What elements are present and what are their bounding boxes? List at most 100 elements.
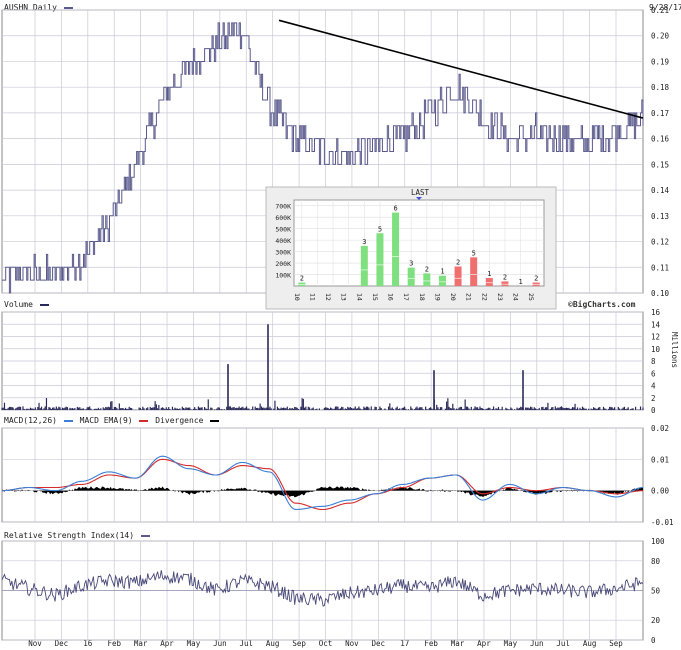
volume-y-tick-label: 4	[651, 382, 656, 391]
vbp-data-label: 2	[300, 275, 304, 283]
vbp-bar	[298, 282, 306, 286]
rsi-y-tick-label: 80	[651, 557, 661, 566]
divergence-label: Divergence	[155, 416, 204, 425]
x-tick-label: Apr	[160, 639, 174, 648]
x-tick-label: Sep	[292, 639, 306, 648]
x-tick-label: Nov	[345, 639, 359, 648]
vbp-data-label: 5	[378, 225, 382, 233]
vbp-data-label: 1	[440, 268, 444, 276]
macd-y-tick-label: 0.00	[651, 487, 670, 496]
vbp-y-tick-label: 500K	[275, 226, 291, 234]
vbp-y-tick-label: 700K	[275, 203, 291, 211]
chart-date: 9/28/17	[649, 3, 681, 12]
vbp-x-tick-label: 24	[512, 293, 520, 301]
vbp-title: LAST	[411, 188, 430, 197]
vbp-bar	[376, 233, 384, 286]
vbp-x-tick-label: 13	[340, 293, 348, 301]
vbp-bar	[360, 245, 368, 286]
vbp-x-tick-label: 17	[402, 293, 410, 301]
rsi-y-tick-label: 0	[651, 636, 656, 645]
vbp-x-tick-label: 14	[355, 293, 363, 301]
vbp-x-tick-label: 19	[433, 293, 441, 301]
vbp-data-label: 2	[425, 265, 429, 273]
macd-legend-swatch	[63, 419, 73, 422]
vbp-bar	[438, 275, 446, 286]
vbp-data-label: 2	[534, 275, 538, 283]
macd-y-tick-label: -0.01	[651, 518, 674, 527]
x-tick-label: Jun	[530, 639, 544, 648]
rsi-y-tick-label: 50	[651, 587, 661, 596]
price-y-tick-label: 0.17	[651, 109, 669, 118]
rsi-legend-swatch	[140, 534, 150, 537]
vbp-data-label: 1	[518, 278, 522, 286]
price-y-tick-label: 0.11	[651, 263, 669, 272]
x-tick-label: Dec	[55, 639, 69, 648]
volume-units-label: Millions	[670, 332, 679, 368]
price-y-tick-label: 0.21	[651, 6, 669, 15]
vbp-y-tick-label: 300K	[275, 249, 291, 257]
vbp-x-tick-label: 25	[527, 293, 535, 301]
price-y-tick-label: 0.16	[651, 135, 670, 144]
volume-y-tick-label: 12	[651, 333, 660, 342]
vbp-bar	[485, 277, 493, 286]
vbp-y-tick-label: 600K	[275, 214, 291, 222]
volume-title: Volume	[4, 300, 51, 309]
x-tick-label: Aug	[266, 639, 280, 648]
x-tick-label: Mar	[134, 639, 148, 648]
volume-y-tick-label: 14	[651, 320, 661, 329]
price-y-tick-label: 0.19	[651, 57, 669, 66]
macd-legend: MACD(12,26) MACD EMA(9) Divergence	[4, 416, 221, 425]
vbp-data-label: 3	[362, 238, 366, 246]
x-tick-label: 17	[400, 639, 409, 648]
vbp-x-tick-label: 21	[465, 293, 473, 301]
x-tick-label: May	[187, 639, 201, 648]
chart-title: AUSHN Daily	[4, 3, 75, 12]
vbp-x-tick-label: 11	[308, 293, 316, 301]
volume-y-tick-label: 2	[651, 394, 656, 403]
price-series-line	[2, 22, 644, 294]
price-y-tick-label: 0.15	[651, 160, 669, 169]
ema-legend-swatch	[139, 419, 149, 422]
vbp-data-label: 6	[393, 205, 397, 213]
rsi-y-tick-label: 100	[651, 537, 665, 546]
volume-legend-swatch	[39, 303, 49, 306]
volume-y-tick-label: 0	[651, 406, 656, 415]
x-tick-label: Oct	[319, 639, 333, 648]
divergence-legend-swatch	[210, 419, 220, 422]
vbp-x-tick-label: 18	[418, 293, 426, 301]
trend-line	[278, 19, 644, 119]
vbp-bar	[407, 267, 415, 286]
volume-title-text: Volume	[4, 300, 33, 309]
price-legend-swatch	[63, 6, 73, 9]
macd-ema-label: MACD EMA(9)	[79, 416, 133, 425]
vbp-bar	[532, 282, 540, 286]
x-tick-label: Nov	[28, 639, 42, 648]
rsi-title-text: Relative Strength Index(14)	[4, 531, 135, 540]
vbp-bar	[454, 266, 462, 286]
x-tick-label: Jul	[556, 639, 570, 648]
x-tick-label: Feb	[107, 639, 121, 648]
macd-title-text: MACD(12,26)	[4, 416, 57, 425]
price-y-tick-label: 0.12	[651, 238, 669, 247]
vbp-x-tick-label: 12	[324, 293, 332, 301]
vbp-data-label: 2	[503, 273, 507, 281]
credit-label: ©BigCharts.com	[568, 300, 636, 309]
vbp-x-tick-label: 15	[371, 293, 379, 301]
x-tick-label: Jul	[239, 639, 253, 648]
vbp-data-label: 3	[409, 260, 413, 268]
vbp-bar	[423, 273, 431, 286]
vbp-y-tick-label: 100K	[275, 272, 291, 280]
vbp-data-label: 5	[472, 249, 476, 257]
price-y-tick-label: 0.18	[651, 83, 670, 92]
vbp-data-label: 2	[456, 259, 460, 267]
x-tick-label: Apr	[477, 639, 491, 648]
macd-y-tick-label: 0.02	[651, 424, 669, 433]
x-tick-label: Mar	[451, 639, 465, 648]
x-tick-label: 16	[83, 639, 93, 648]
volume-y-tick-label: 8	[651, 357, 656, 366]
vbp-x-tick-label: 20	[449, 293, 457, 301]
vbp-bar	[392, 212, 400, 286]
rsi-y-tick-label: 20	[651, 616, 661, 625]
x-tick-label: Dec	[372, 639, 386, 648]
